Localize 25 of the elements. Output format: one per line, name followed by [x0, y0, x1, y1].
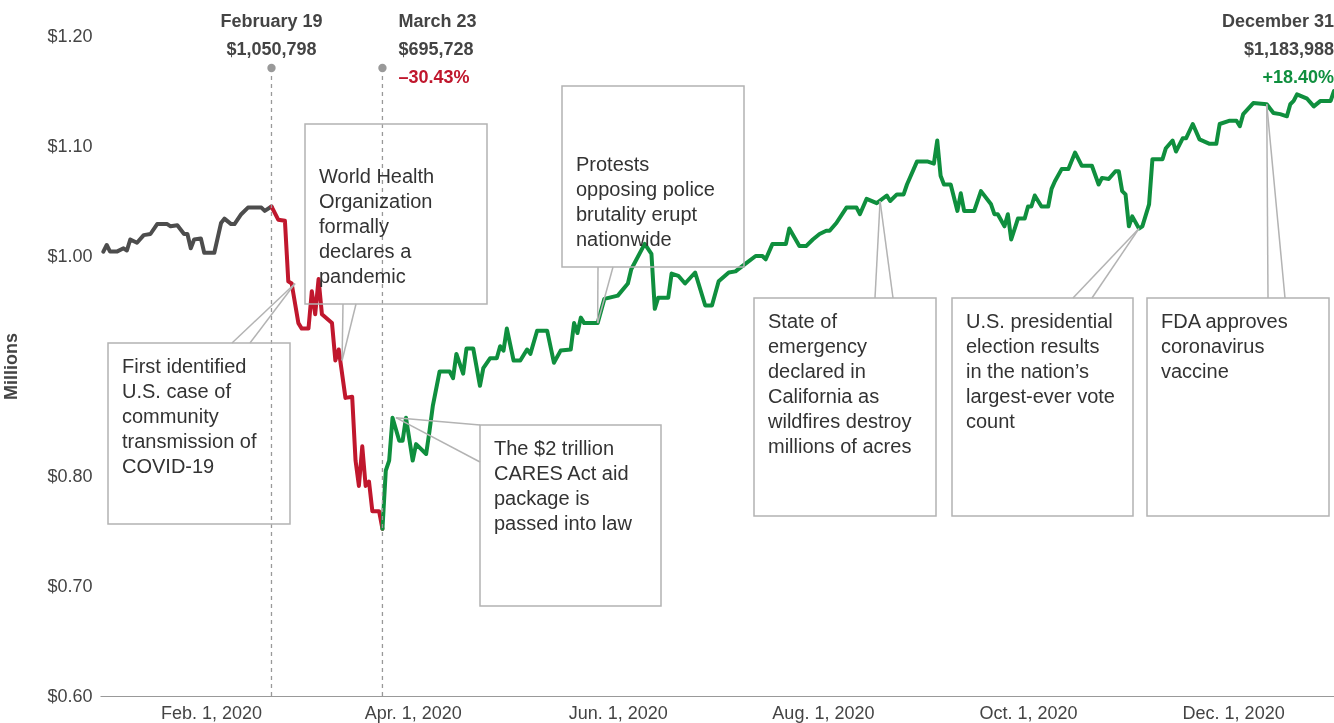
ref-line-label: March 23 $695,728 –30.43%	[398, 11, 477, 87]
y-tick-label: $0.80	[47, 465, 93, 486]
y-tick-label: $1.00	[47, 245, 93, 266]
y-axis-title: Millions	[1, 333, 22, 400]
annotation: Protests opposing police brutality erupt nationwide	[576, 153, 715, 250]
annotation: FDA approves coronavirus vaccine	[1161, 310, 1288, 382]
y-tick-label: $1.10	[47, 135, 93, 156]
x-tick-label: Feb. 1, 2020	[160, 702, 262, 723]
text: December 31	[1221, 11, 1334, 31]
annotation: First identified U.S. case of community transmission of COVID-19	[122, 355, 257, 477]
annotation: World Health Organization formally declares a pandemic	[319, 165, 435, 287]
ref-line-label: February 19 $1,050,798	[220, 11, 323, 59]
x-tick-label: Dec. 1, 2020	[1182, 702, 1285, 723]
annotation: +18.40%	[1262, 67, 1334, 87]
x-tick-label: Apr. 1, 2020	[364, 702, 462, 723]
annotation: U.S. presidential election results in the nation’s largest-ever vote count	[966, 310, 1115, 432]
annotation: $1,183,988	[1243, 39, 1334, 59]
y-tick-label: $0.60	[47, 685, 93, 706]
x-tick-label: Jun. 1, 2020	[568, 702, 668, 723]
x-tick-label: Aug. 1, 2020	[772, 702, 875, 723]
annotation: State of emergency declared in California as wildfires destroy millions of acres	[767, 310, 912, 457]
y-tick-label: $0.70	[47, 575, 93, 596]
x-tick-label: Oct. 1, 2020	[979, 702, 1078, 723]
y-tick-label: $1.20	[47, 25, 93, 46]
annotation: The $2 trillion CARES Act aid package is passed into law	[494, 437, 633, 534]
